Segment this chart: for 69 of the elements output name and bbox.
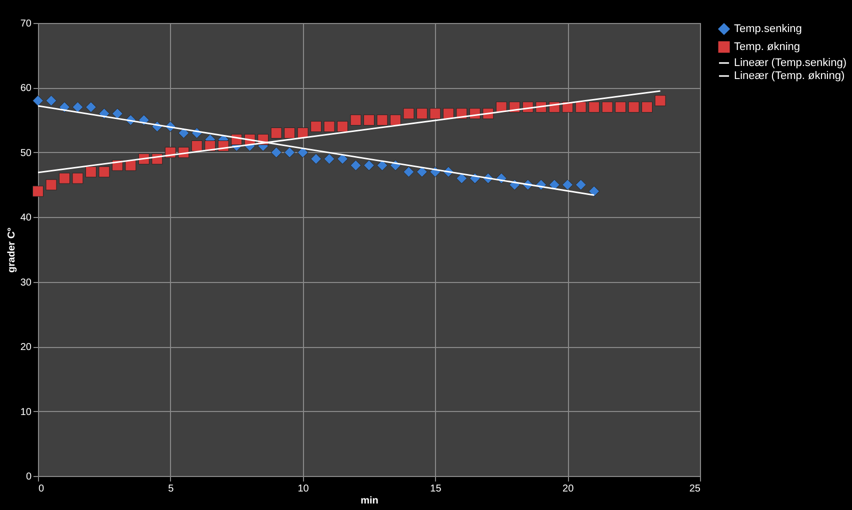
y-tick-label: 10 [20, 406, 32, 418]
x-tick-label: 15 [430, 484, 442, 494]
point [284, 146, 296, 158]
point [642, 102, 653, 113]
point [337, 153, 348, 164]
point [270, 128, 282, 139]
point [112, 108, 123, 120]
legend-label: Lineær (Temp.senking) [734, 57, 846, 69]
point [456, 172, 468, 184]
legend-label: Temp. økning [734, 41, 800, 53]
point [442, 108, 454, 120]
x-tick-label: 20 [562, 484, 574, 494]
point [403, 166, 414, 178]
x-tick-label: 10 [298, 484, 310, 494]
y-tick-label: 40 [20, 212, 32, 224]
point [364, 160, 374, 171]
point [32, 95, 44, 106]
point [324, 121, 335, 132]
point [310, 121, 322, 132]
point [350, 160, 362, 171]
point [548, 179, 560, 190]
point [310, 153, 322, 164]
point [390, 114, 401, 126]
point [58, 172, 70, 184]
point [32, 186, 44, 197]
point [602, 102, 613, 113]
point [350, 114, 362, 126]
x-tick-label: 5 [168, 484, 174, 494]
point [85, 166, 96, 178]
point [588, 102, 600, 113]
point [575, 102, 586, 113]
y-tick-label: 20 [20, 342, 32, 354]
point [628, 102, 640, 113]
legend-label: Temp.senking [734, 23, 802, 35]
point [46, 95, 57, 106]
y-tick-label: 0 [26, 472, 32, 482]
point [654, 95, 666, 106]
point [98, 166, 110, 178]
point [403, 108, 414, 120]
point [72, 102, 84, 113]
point [588, 186, 600, 197]
x-axis-title: min [360, 496, 378, 506]
point [575, 179, 586, 190]
point [430, 108, 441, 120]
point [364, 114, 374, 126]
point [416, 108, 428, 120]
x-tick-label: 25 [689, 484, 701, 494]
x-tick-label: 0 [38, 484, 44, 494]
legend-label: Lineær (Temp. økning) [734, 70, 845, 82]
point [72, 172, 84, 184]
point [615, 102, 626, 113]
point [562, 179, 574, 190]
point [46, 179, 57, 190]
y-tick-label: 50 [20, 148, 32, 159]
point [178, 128, 190, 139]
y-axis-title: grader C° [6, 227, 18, 273]
y-tick-label: 60 [20, 83, 32, 94]
point [284, 128, 296, 139]
point [191, 140, 202, 152]
point [270, 146, 282, 158]
point [324, 153, 335, 164]
point [85, 102, 96, 113]
point [297, 146, 308, 158]
point [376, 114, 388, 126]
point [376, 160, 388, 171]
point [337, 121, 348, 132]
y-tick-label: 70 [20, 18, 32, 30]
point [416, 166, 428, 178]
y-tick-label: 30 [20, 277, 32, 288]
